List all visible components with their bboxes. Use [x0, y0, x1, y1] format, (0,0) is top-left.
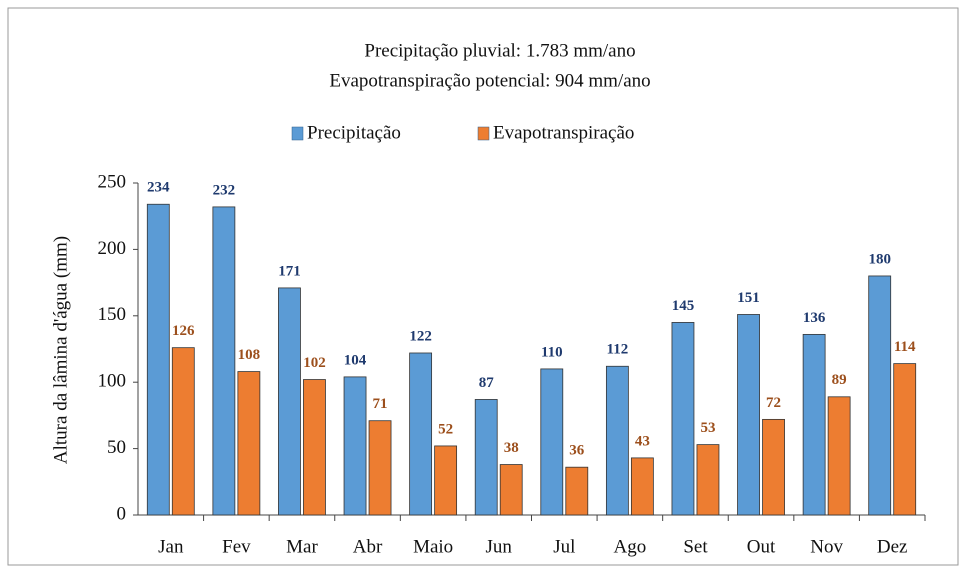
x-tick-label: Ago — [614, 536, 647, 557]
value-label: 171 — [278, 263, 301, 279]
value-label: 38 — [504, 440, 519, 456]
value-label: 114 — [894, 339, 916, 355]
value-label: 122 — [409, 328, 432, 344]
chart-title: Precipitação pluvial: 1.783 mm/ano — [364, 40, 635, 61]
x-tick-label: Mar — [286, 536, 318, 557]
y-axis-label: Altura da lâmina d'água (mm) — [50, 236, 71, 464]
bar — [303, 379, 326, 516]
bar — [434, 445, 458, 516]
bar — [565, 466, 589, 516]
value-label: 108 — [238, 347, 261, 363]
y-tick-label: 0 — [117, 503, 127, 524]
value-label: 53 — [700, 420, 715, 436]
x-tick-label: Jul — [553, 536, 575, 557]
value-label: 126 — [172, 323, 195, 339]
bar — [827, 396, 851, 516]
value-label: 180 — [868, 251, 891, 267]
y-tick-label: 200 — [98, 238, 127, 259]
legend-label: Evapotranspiração — [493, 122, 634, 143]
bar — [802, 333, 826, 516]
bar — [212, 206, 236, 516]
bar — [868, 275, 892, 516]
chart-subtitle: Evapotranspiração potencial: 904 mm/ano — [329, 70, 650, 91]
bar — [893, 363, 917, 516]
bar — [237, 371, 261, 516]
legend-swatch — [291, 126, 304, 141]
x-tick-label: Abr — [353, 536, 383, 557]
y-tick-label: 250 — [98, 171, 127, 192]
bar — [671, 322, 695, 516]
legend-label: Precipitação — [307, 122, 401, 143]
x-tick-label: Fev — [222, 536, 251, 557]
x-tick-label: Jun — [486, 536, 513, 557]
value-label: 89 — [832, 372, 847, 388]
x-tick-label: Nov — [810, 536, 843, 557]
y-tick-label: 50 — [107, 437, 126, 458]
bar — [696, 444, 720, 516]
value-label: 36 — [569, 443, 585, 459]
bar — [540, 368, 564, 516]
bar — [630, 457, 654, 516]
bar — [146, 203, 170, 516]
bar — [171, 347, 195, 516]
value-label: 102 — [303, 355, 326, 371]
value-label: 43 — [635, 433, 650, 449]
bar — [737, 314, 760, 516]
x-tick-label: Jan — [158, 536, 184, 557]
legend-swatch — [477, 126, 490, 141]
bar — [278, 287, 301, 516]
bar — [474, 399, 498, 516]
x-tick-label: Dez — [877, 536, 908, 557]
y-tick-label: 150 — [98, 304, 127, 325]
value-label: 145 — [672, 298, 695, 314]
value-label: 52 — [438, 421, 453, 437]
bar — [605, 365, 629, 516]
value-label: 151 — [737, 290, 760, 306]
value-label: 87 — [479, 375, 495, 391]
value-label: 72 — [766, 395, 781, 411]
x-tick-label: Maio — [413, 536, 453, 557]
bar — [409, 352, 433, 516]
x-tick-label: Out — [747, 536, 776, 557]
value-label: 234 — [147, 180, 170, 196]
x-tick-label: Set — [683, 536, 708, 557]
bar — [368, 420, 392, 516]
value-label: 110 — [541, 344, 563, 360]
bar — [762, 418, 785, 516]
value-label: 104 — [344, 352, 367, 368]
value-label: 71 — [373, 396, 388, 412]
bar — [499, 464, 523, 516]
bar — [343, 376, 367, 516]
value-label: 112 — [607, 342, 629, 358]
value-label: 232 — [213, 182, 236, 198]
value-label: 136 — [803, 310, 826, 326]
y-tick-label: 100 — [98, 371, 127, 392]
